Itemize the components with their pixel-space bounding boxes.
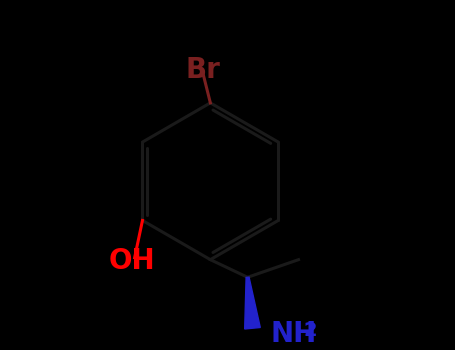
Text: NH: NH bbox=[270, 320, 316, 348]
Text: 2: 2 bbox=[303, 321, 317, 340]
Polygon shape bbox=[245, 277, 260, 329]
Text: Br: Br bbox=[185, 56, 220, 84]
Text: OH: OH bbox=[108, 247, 155, 275]
